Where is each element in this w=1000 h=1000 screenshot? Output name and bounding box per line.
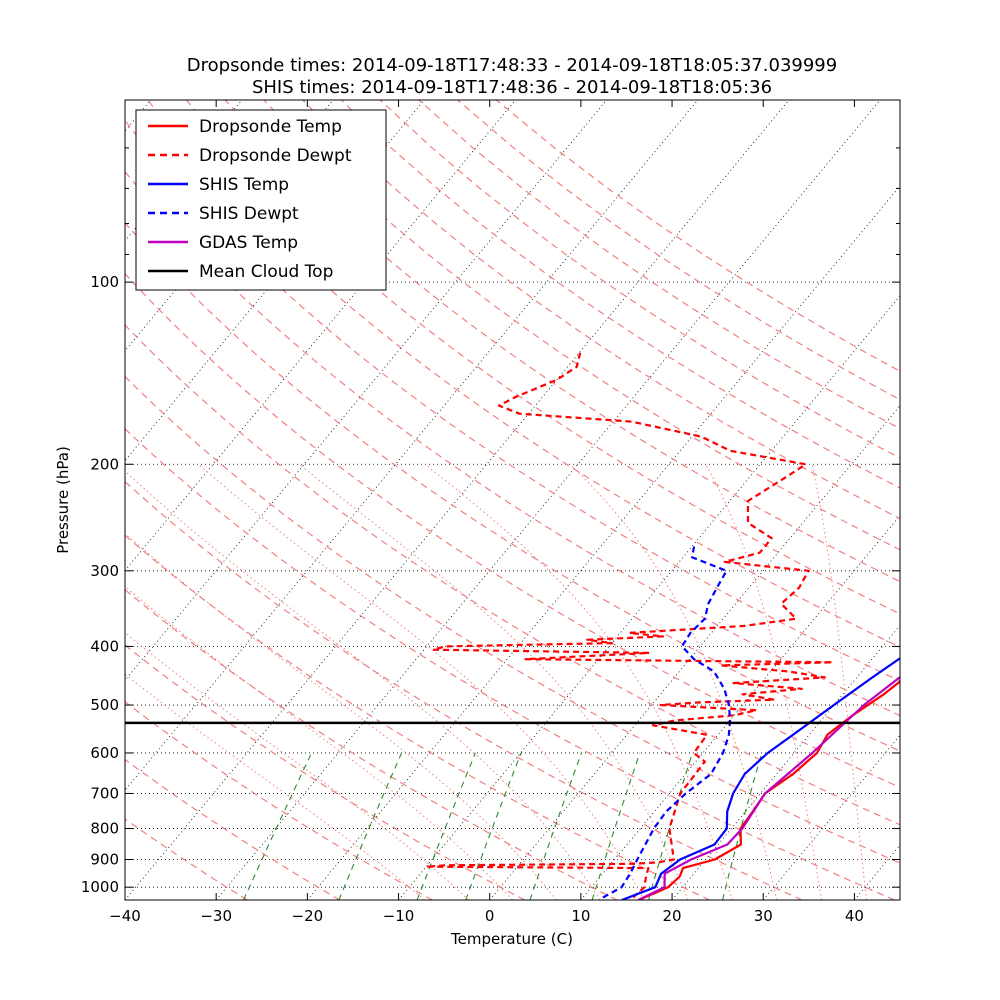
data-series [425,350,900,900]
x-tick-label: 10 [571,907,590,925]
y-tick-label: 400 [90,637,119,655]
y-tick-label: 100 [90,273,119,291]
dry-adiabat-line [185,100,900,615]
mixing-ratio-line [416,752,476,900]
moist-adiabat-line [125,585,513,900]
chart-title-line-2: SHIS times: 2014-09-18T17:48:36 - 2014-0… [252,77,772,98]
legend: Dropsonde Temp Dropsonde Dewpt SHIS Temp SH… [135,109,387,291]
dry-adiabat-line [125,119,900,682]
moist-adiabat-line [125,532,557,900]
dry-adiabat-line [125,700,433,900]
mixing-ratio-line [243,752,312,900]
dry-adiabat-line [125,758,341,900]
x-tick-label: 40 [845,907,864,925]
moist-adiabat-line [125,470,601,900]
y-tick-label: 1000 [81,878,119,896]
moist-adiabat-line [424,463,733,900]
y-tick-label: 200 [90,455,119,473]
y-tick-label: 900 [90,850,119,868]
legend-label: Dropsonde Dewpt [199,146,352,166]
chart-title-line-1: Dropsonde times: 2014-09-18T17:48:33 - 2… [187,55,837,76]
series-shis-temp [621,656,900,900]
dry-adiabat-line [125,324,900,826]
x-axis-ticks: −40 −30 −20 −10 0 10 20 30 40 [109,100,864,925]
y-tick-label: 500 [90,696,119,714]
mixing-ratio-line [591,752,641,900]
series-dropsonde-dewpt [425,350,834,899]
x-axis-label: Temperature (C) [450,930,573,948]
mixing-ratio-line [465,752,522,900]
dry-adiabat-line [125,221,900,752]
dry-adiabat-line [125,480,803,900]
y-tick-label: 700 [90,784,119,802]
series-shis-dewpt [602,542,732,899]
x-tick-label: −10 [383,907,415,925]
mixing-ratio-line [338,752,403,900]
dry-adiabat-line [302,100,900,520]
legend-label: GDAS Temp [199,233,298,253]
x-tick-label: 0 [485,907,495,925]
y-axis-ticks: 100 200 300 400 500 600 700 800 900 1000 [81,147,900,901]
dry-adiabat-line [125,375,900,864]
plot-frame [124,99,901,901]
series-gdas-temp [637,675,900,900]
dry-adiabat-line [224,100,900,583]
dry-adiabat-line [125,588,618,900]
y-tick-label: 300 [90,562,119,580]
mixing-ratio-line [647,752,693,900]
moist-adiabat-line [299,463,689,900]
legend-label: SHIS Dewpt [199,204,299,224]
x-tick-label: −30 [200,907,232,925]
moist-adiabat-line [570,463,778,900]
background-reference-lines [125,100,900,900]
legend-box [135,109,387,291]
dry-adiabat-line [125,428,895,900]
series-dropsonde-temp [637,680,900,900]
y-axis-label: Pressure (hPa) [54,446,72,554]
legend-label: Dropsonde Temp [199,117,342,137]
legend-label: Mean Cloud Top [199,262,333,282]
x-tick-label: −20 [292,907,324,925]
y-tick-label: 600 [90,744,119,762]
y-tick-label: 800 [90,820,119,838]
x-tick-label: 30 [754,907,773,925]
mixing-ratio-line [529,752,582,900]
legend-label: SHIS Temp [199,175,289,195]
x-tick-label: −40 [109,907,141,925]
x-tick-label: 20 [663,907,682,925]
